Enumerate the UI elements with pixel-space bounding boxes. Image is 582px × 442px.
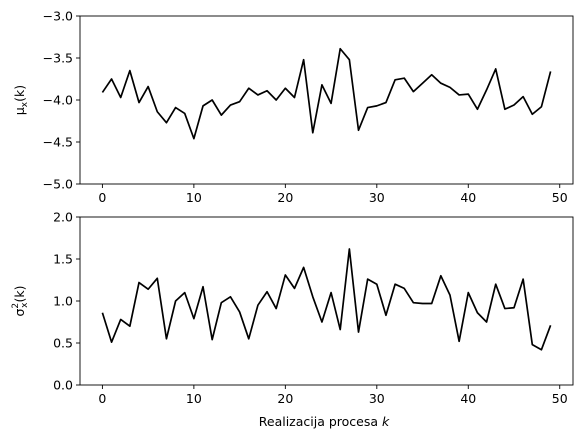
y-tick-label: −3.5 (43, 51, 73, 66)
bottom-xlabel: Realizacija procesa k (259, 414, 390, 429)
x-tick-label: 30 (369, 190, 385, 205)
y-tick-label: −5.0 (43, 177, 73, 192)
x-tick-label: 50 (552, 391, 568, 406)
y-tick-label: 1.0 (53, 294, 73, 309)
series-line (101, 47, 552, 140)
x-tick-label: 0 (98, 391, 106, 406)
x-tick-label: 10 (186, 190, 202, 205)
x-tick-label: 30 (369, 391, 385, 406)
y-tick-label: 0.5 (53, 336, 73, 351)
bottom-panel-variance: σ2x(k) Realizacija procesa k 0 10 20 30 40 50… (11, 210, 574, 429)
y-tick-label: −4.5 (43, 135, 73, 150)
x-tick-label: 40 (460, 391, 476, 406)
x-tick-label: 10 (186, 391, 202, 406)
y-tick-label: −3.0 (43, 9, 73, 24)
bottom-ylabel: σ2x(k) (11, 286, 30, 317)
y-tick-label: 2.0 (53, 210, 73, 225)
top-ylabel: μx(k) (12, 85, 30, 115)
series-line (101, 248, 552, 351)
y-tick-label: −4.0 (43, 93, 73, 108)
x-tick-label: 20 (277, 391, 293, 406)
x-tick-label: 20 (277, 190, 293, 205)
top-panel-mean: μx(k) 0 10 20 30 40 50 −5.0 −4.5 −4.0 −3.5 −3.0 (12, 9, 574, 205)
x-tick-label: 50 (552, 190, 568, 205)
y-tick-label: 1.5 (53, 252, 73, 267)
y-tick-label: 0.0 (53, 378, 73, 393)
x-tick-label: 40 (460, 190, 476, 205)
x-tick-label: 0 (98, 190, 106, 205)
